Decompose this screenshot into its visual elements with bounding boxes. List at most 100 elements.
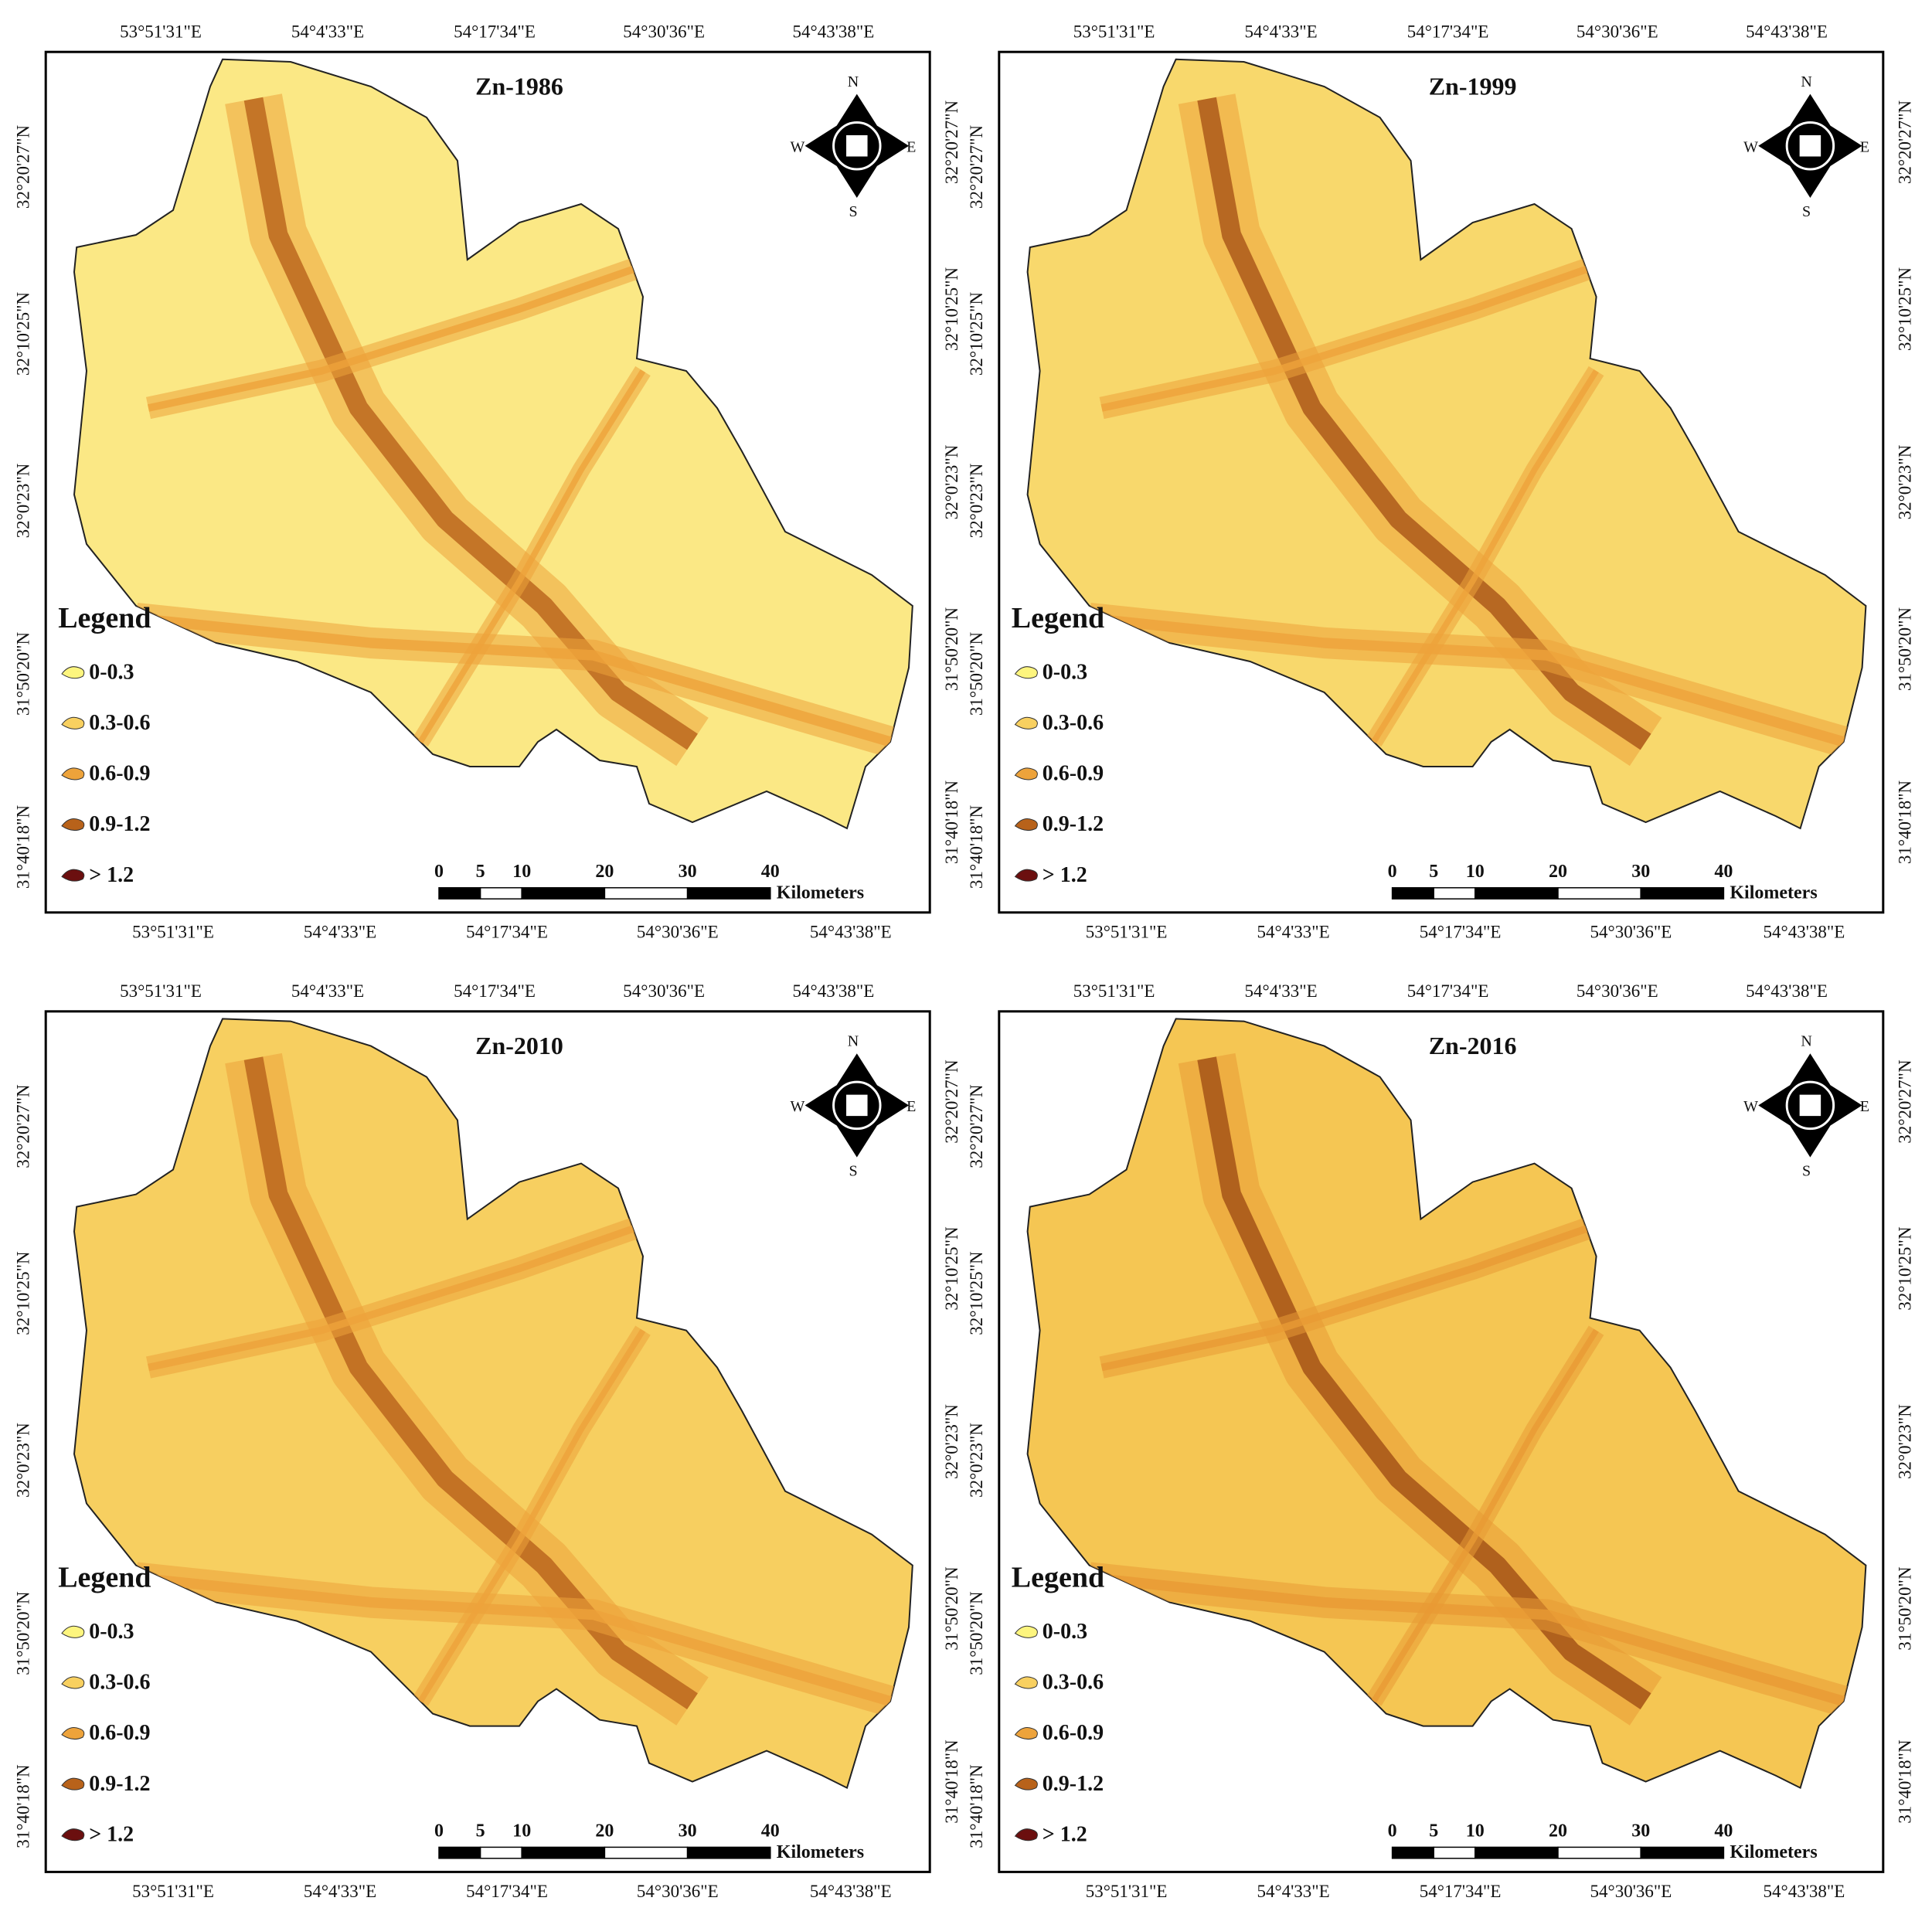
longitude-label: 54°17'34"E (466, 1882, 548, 1901)
legend-swatch (1014, 1625, 1038, 1638)
scale-segment (1475, 1846, 1559, 1859)
latitude-label: 31°40'18"N (1895, 780, 1914, 864)
longitude-label: 54°30'36"E (623, 981, 705, 1001)
legend-swatch (61, 716, 85, 729)
compass-center (845, 134, 869, 158)
zone-band (243, 1056, 698, 1709)
latitude-label: 31°50'20"N (13, 631, 32, 716)
compass-letter: E (1860, 139, 1869, 156)
legend-label: 0.6-0.9 (1043, 762, 1104, 786)
zone-band (417, 1328, 646, 1703)
scale-label: 5 (1429, 1821, 1438, 1841)
zone-band (1100, 262, 1598, 412)
legend-title: Legend (1012, 1562, 1104, 1594)
longitude-label: 53°51'31"E (1073, 981, 1155, 1001)
legend-label: 0.9-1.2 (89, 1772, 150, 1796)
legend-swatch (1014, 767, 1038, 780)
scale-segment (604, 1846, 689, 1859)
latitude-label: 32°0'23"N (967, 463, 986, 538)
longitude-label: 54°30'36"E (1590, 1882, 1672, 1901)
legend-swatch (61, 1727, 85, 1740)
compass-letter: N (848, 73, 859, 90)
map-frame (44, 1010, 931, 1873)
latitude-label: 31°50'20"N (13, 1591, 32, 1675)
longitude-label: 54°43'38"E (1764, 1882, 1845, 1901)
latitude-label: 32°10'25"N (13, 1251, 32, 1335)
map-frame (44, 50, 931, 914)
longitude-label: 54°43'38"E (1746, 22, 1828, 41)
legend-swatch (61, 869, 85, 882)
compass-letter: N (1801, 1032, 1811, 1049)
latitude-label: 32°10'25"N (942, 267, 961, 351)
panel-title: Zn-2010 (475, 1032, 563, 1059)
scale-unit: Kilometers (777, 882, 864, 903)
scale-label: 20 (1549, 862, 1567, 882)
latitude-label: 32°10'25"N (967, 291, 986, 376)
scale-segment (1391, 887, 1434, 899)
legend-swatch (61, 767, 85, 780)
legend-swatch (1014, 818, 1038, 831)
scale-label: 30 (679, 1821, 697, 1841)
legend-label: 0-0.3 (1043, 660, 1087, 684)
legend-label: 0.6-0.9 (89, 1721, 150, 1745)
legend-swatch (1014, 1727, 1038, 1740)
legend-swatch (61, 1625, 85, 1638)
scale-segment (1557, 887, 1641, 899)
latitude-label: 31°50'20"N (967, 631, 986, 716)
legend-label: 0.9-1.2 (1043, 1772, 1104, 1796)
scale-label: 10 (1466, 862, 1485, 882)
longitude-label: 54°43'38"E (1764, 922, 1845, 941)
longitude-label: 54°4'33"E (304, 1882, 376, 1901)
scale-segment (521, 1846, 606, 1859)
legend-swatch (1014, 1828, 1038, 1841)
longitude-label: 54°43'38"E (810, 922, 892, 941)
zone-band (1100, 1222, 1598, 1372)
zone-band (1197, 1056, 1651, 1709)
scale-label: 20 (1549, 1821, 1567, 1841)
longitude-label: 53°51'31"E (132, 922, 214, 941)
latitude-label: 32°0'23"N (1895, 1404, 1914, 1479)
compass-ring (1785, 1080, 1835, 1131)
scale-unit: Kilometers (1730, 882, 1817, 903)
latitude-label: 31°50'20"N (942, 1566, 961, 1651)
longitude-label: 54°4'33"E (291, 22, 364, 41)
longitude-label: 54°30'36"E (1590, 922, 1672, 941)
scale-label: 10 (512, 1821, 531, 1841)
latitude-label: 32°10'25"N (1895, 267, 1914, 351)
legend-label: > 1.2 (89, 863, 134, 887)
scale-segment (1475, 887, 1559, 899)
scale-label: 0 (1388, 1821, 1397, 1841)
legend-swatch (61, 1777, 85, 1790)
legend-label: 0-0.3 (89, 1620, 134, 1644)
latitude-label: 32°10'25"N (1895, 1226, 1914, 1311)
compass-center (1798, 1093, 1822, 1117)
longitude-label: 54°30'36"E (1577, 981, 1658, 1001)
legend-label: 0.6-0.9 (89, 762, 150, 786)
scale-segment (1640, 1846, 1725, 1859)
zone-band (147, 1222, 645, 1372)
scale-label: 40 (1714, 1821, 1733, 1841)
scale-segment (479, 887, 522, 899)
legend-label: 0.3-0.6 (1043, 711, 1104, 735)
latitude-label: 32°20'27"N (967, 1084, 986, 1168)
compass-letter: E (1860, 1098, 1869, 1115)
longitude-label: 54°43'38"E (1746, 981, 1828, 1001)
compass-letter: S (849, 203, 857, 220)
longitude-label: 54°17'34"E (466, 922, 548, 941)
scale-label: 5 (476, 1821, 485, 1841)
map-panel: Zn-2016 53°51'31"E 54°4'33"E 54°17'34"E 54°3… (967, 981, 1915, 1901)
scale-label: 30 (679, 862, 697, 882)
latitude-label: 32°20'27"N (942, 100, 961, 184)
scale-segment (438, 887, 481, 899)
latitude-label: 31°50'20"N (967, 1591, 986, 1675)
latitude-label: 32°20'27"N (1895, 100, 1914, 184)
scale-label: 10 (1466, 1821, 1485, 1841)
panel-title: Zn-1986 (475, 73, 563, 100)
latitude-label: 31°50'20"N (1895, 607, 1914, 691)
scale-segment (1391, 1846, 1434, 1859)
longitude-label: 54°17'34"E (454, 22, 536, 41)
longitude-label: 54°30'36"E (1577, 22, 1658, 41)
longitude-label: 54°17'34"E (1420, 922, 1502, 941)
longitude-label: 54°4'33"E (1244, 22, 1317, 41)
